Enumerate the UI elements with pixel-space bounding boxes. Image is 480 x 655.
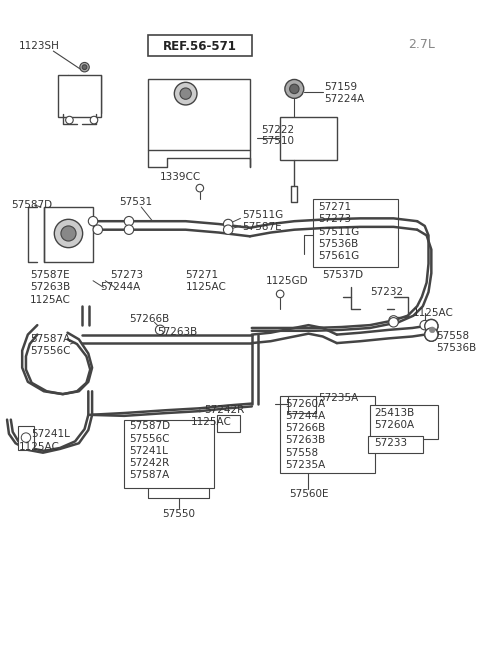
Circle shape	[224, 219, 233, 229]
Bar	[124, 420, 214, 488]
Text: 57511G: 57511G	[242, 210, 284, 219]
Text: 57241L: 57241L	[129, 446, 168, 456]
Circle shape	[430, 327, 435, 333]
Circle shape	[88, 216, 98, 226]
Text: 57271: 57271	[186, 270, 219, 280]
Text: 57159: 57159	[324, 82, 358, 92]
Text: 57587E: 57587E	[242, 222, 282, 232]
Bar	[288, 396, 316, 413]
Text: 1125AC: 1125AC	[18, 442, 59, 452]
Circle shape	[425, 328, 438, 341]
Circle shape	[54, 219, 83, 248]
Bar	[280, 117, 337, 160]
Circle shape	[174, 83, 197, 105]
Circle shape	[425, 328, 438, 341]
Circle shape	[80, 62, 89, 72]
Text: 57510: 57510	[261, 136, 294, 146]
Text: 57260A: 57260A	[285, 399, 325, 409]
Text: 57537D: 57537D	[323, 270, 364, 280]
Text: REF.56-571: REF.56-571	[163, 40, 237, 53]
Text: 57233: 57233	[375, 438, 408, 448]
Text: 57536B: 57536B	[436, 343, 476, 353]
Text: 57511G: 57511G	[318, 227, 359, 236]
Text: 57556C: 57556C	[30, 346, 70, 356]
Text: 57260A: 57260A	[375, 421, 415, 430]
Text: 57244A: 57244A	[285, 411, 325, 421]
Text: 1123SH: 1123SH	[18, 41, 59, 51]
Text: 1125AC: 1125AC	[412, 308, 453, 318]
Bar	[217, 415, 240, 432]
Circle shape	[66, 117, 73, 124]
Text: 57242R: 57242R	[204, 405, 245, 415]
Text: 57587A: 57587A	[129, 470, 169, 480]
Text: 1125AC: 1125AC	[191, 417, 231, 428]
Text: 57587E: 57587E	[30, 270, 70, 280]
Text: 57587D: 57587D	[11, 200, 52, 210]
Text: 57273: 57273	[110, 270, 143, 280]
Text: 57263B: 57263B	[30, 282, 70, 292]
Circle shape	[425, 320, 438, 333]
Circle shape	[61, 226, 76, 241]
Text: 57587A: 57587A	[30, 334, 70, 345]
Bar	[148, 79, 250, 151]
Circle shape	[82, 65, 87, 69]
Text: 57531: 57531	[120, 197, 153, 207]
Circle shape	[389, 316, 398, 325]
Circle shape	[389, 318, 398, 327]
Circle shape	[93, 225, 103, 234]
Text: 57263B: 57263B	[285, 436, 325, 445]
Text: 25413B: 25413B	[375, 408, 415, 418]
Text: 57587D: 57587D	[129, 421, 170, 431]
Circle shape	[224, 225, 233, 234]
Text: 57266B: 57266B	[285, 423, 325, 433]
Text: 57271: 57271	[318, 202, 351, 212]
Text: 57222: 57222	[261, 124, 294, 134]
Text: 57235A: 57235A	[285, 460, 325, 470]
Text: 1339CC: 1339CC	[160, 172, 202, 182]
Text: 57232: 57232	[370, 287, 403, 297]
Circle shape	[90, 117, 98, 124]
Text: 1125AC: 1125AC	[30, 295, 71, 305]
Circle shape	[420, 320, 430, 330]
Text: 1125GD: 1125GD	[266, 276, 309, 286]
Bar	[148, 35, 252, 56]
Bar	[313, 200, 398, 267]
Circle shape	[425, 320, 438, 333]
Text: 1125AC: 1125AC	[186, 282, 227, 292]
Bar	[18, 426, 34, 450]
Text: 57550: 57550	[162, 509, 195, 519]
Circle shape	[289, 84, 299, 94]
Text: 57235A: 57235A	[318, 393, 358, 403]
Text: 57263B: 57263B	[157, 327, 198, 337]
Bar	[368, 436, 423, 453]
Text: 2.7L: 2.7L	[408, 38, 434, 51]
Circle shape	[156, 325, 165, 335]
Text: 57556C: 57556C	[129, 434, 169, 443]
Circle shape	[124, 225, 134, 234]
Bar	[58, 75, 101, 117]
Circle shape	[276, 290, 284, 298]
Text: 57224A: 57224A	[324, 94, 365, 104]
Circle shape	[124, 216, 134, 226]
Text: 57560E: 57560E	[289, 489, 329, 499]
Text: 57558: 57558	[436, 331, 469, 341]
Circle shape	[285, 79, 304, 98]
Text: 57558: 57558	[285, 448, 318, 458]
Text: 57273: 57273	[318, 214, 351, 224]
Text: 57244A: 57244A	[101, 282, 141, 292]
Bar	[370, 405, 438, 439]
Circle shape	[21, 433, 31, 442]
Text: 57561G: 57561G	[318, 251, 359, 261]
Bar	[44, 207, 93, 262]
Text: 57536B: 57536B	[318, 239, 358, 249]
Text: 57241L: 57241L	[32, 429, 71, 439]
Circle shape	[180, 88, 192, 100]
Text: 57242R: 57242R	[129, 458, 169, 468]
Text: 57266B: 57266B	[129, 314, 169, 324]
Bar	[280, 396, 375, 474]
Circle shape	[196, 184, 204, 192]
